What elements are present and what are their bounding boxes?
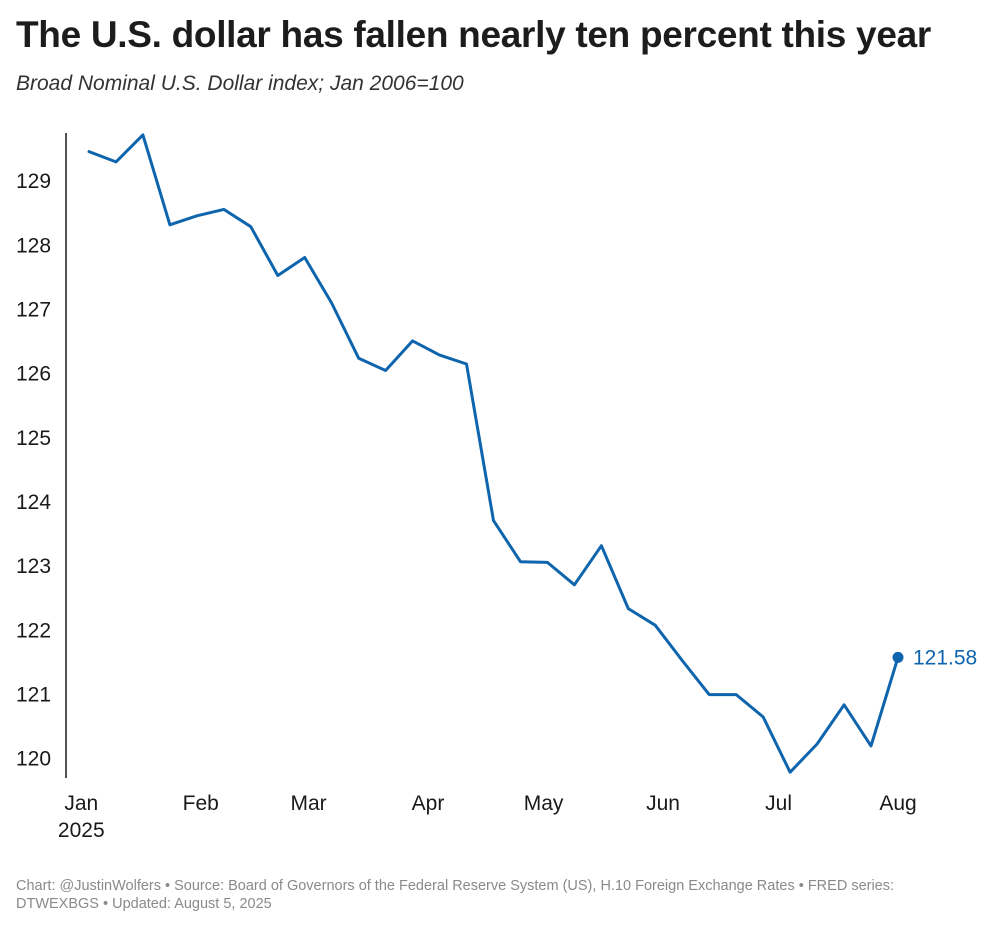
chart-source-note: Chart: @JustinWolfers • Source: Board of…: [16, 878, 895, 912]
y-tick-label: 127: [16, 298, 51, 321]
y-tick-label: 120: [16, 748, 51, 771]
chart-subtitle: Broad Nominal U.S. Dollar index; Jan 200…: [16, 72, 464, 95]
y-tick-label: 124: [16, 491, 51, 514]
y-axis: 120 121 122 123 124 125 126 127 128 129: [16, 133, 67, 778]
y-tick-label: 125: [16, 427, 51, 450]
y-tick-label: 128: [16, 234, 51, 257]
x-tick-label: May: [524, 792, 564, 815]
x-tick-label: Aug: [879, 792, 916, 815]
x-axis: Jan 2025 Feb Mar Apr May Jun Jul Aug: [58, 792, 917, 842]
series-line: [87, 133, 900, 774]
x-tick-label: Feb: [183, 792, 219, 815]
y-tick-label: 129: [16, 170, 51, 193]
series-end-point: [892, 651, 904, 663]
y-tick-label: 121: [16, 684, 51, 707]
series-end-label: 121.58: [913, 646, 977, 669]
x-tick-label: Jul: [765, 792, 792, 815]
y-tick-label: 123: [16, 555, 51, 578]
y-tick-label: 122: [16, 619, 51, 642]
x-tick-label: Apr: [412, 792, 445, 815]
chart-title: The U.S. dollar has fallen nearly ten pe…: [16, 14, 931, 55]
x-tick-label: Jun: [646, 792, 680, 815]
y-tick-label: 126: [16, 363, 51, 386]
line-chart: 120 121 122 123 124 125 126 127 128 129 Jan 2025 Fe…: [16, 133, 977, 842]
x-tick-sublabel: 2025: [58, 819, 105, 842]
series-group: 121.58: [87, 133, 977, 774]
x-tick-label: Jan: [64, 792, 98, 815]
x-tick-label: Mar: [290, 792, 326, 815]
